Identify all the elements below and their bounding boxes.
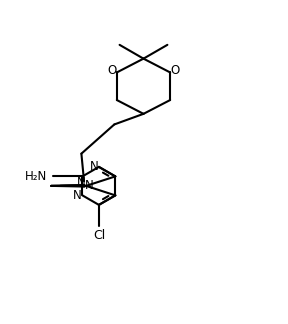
- Text: O: O: [107, 64, 117, 77]
- Text: O: O: [170, 64, 179, 77]
- Text: N: N: [84, 179, 93, 192]
- Text: N: N: [77, 176, 86, 189]
- Text: H₂N: H₂N: [25, 170, 47, 183]
- Text: Cl: Cl: [93, 229, 105, 242]
- Text: N: N: [90, 160, 98, 173]
- Text: N: N: [73, 189, 82, 202]
